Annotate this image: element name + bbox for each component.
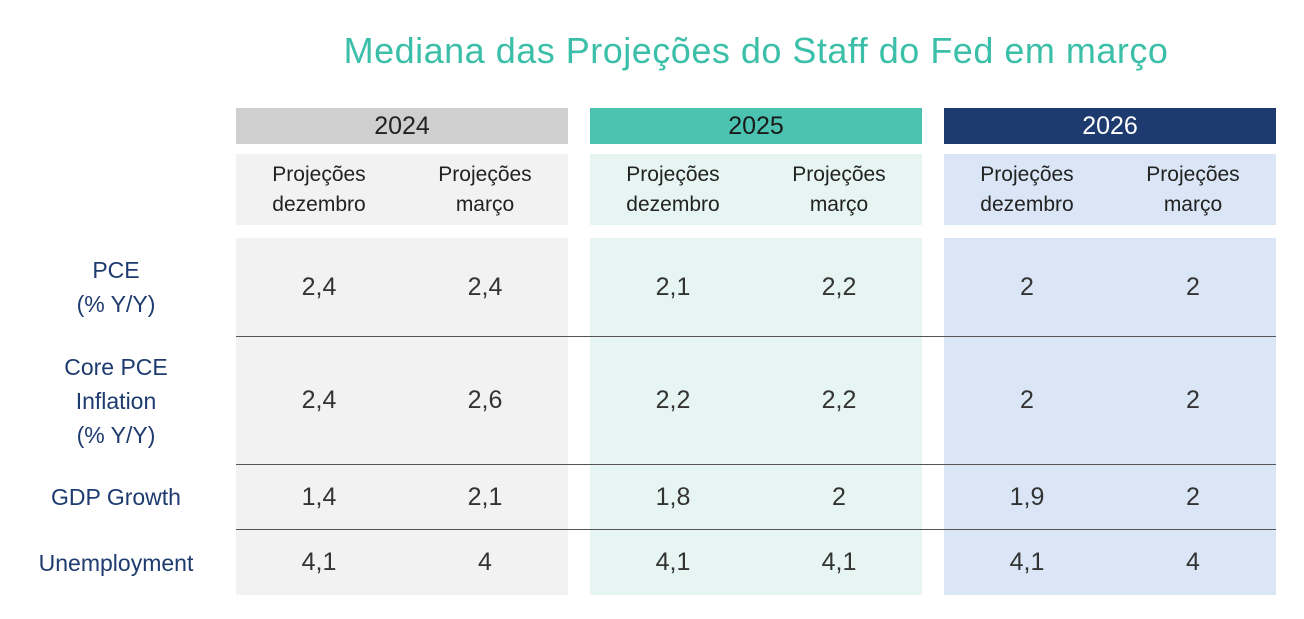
value-cell: 2,4 bbox=[467, 272, 503, 301]
value-cell: 2,4 bbox=[301, 386, 337, 414]
value-cell: 2 bbox=[1186, 386, 1200, 414]
row-label-line: (% Y/Y) bbox=[76, 291, 156, 317]
subheader-2024-marco: Projeções março bbox=[402, 160, 568, 220]
year-2025-body bbox=[590, 238, 922, 595]
subheader-2026-dezembro: Projeções dezembro bbox=[944, 160, 1110, 220]
year-header-2025: 2025 bbox=[590, 108, 922, 144]
value-cell: 2,2 bbox=[821, 272, 857, 301]
year-2026-subheader-bg bbox=[944, 154, 1276, 225]
row-label-line: GDP Growth bbox=[51, 484, 181, 510]
value-cell: 4,1 bbox=[655, 548, 691, 576]
row-label-line: (% Y/Y) bbox=[76, 421, 156, 448]
value-cell: 2,1 bbox=[655, 272, 691, 301]
row-label-gdp-growth: GDP Growth bbox=[0, 465, 232, 529]
subheader-2025-dezembro: Projeções dezembro bbox=[590, 160, 756, 220]
subheader-2026-marco: Projeções março bbox=[1110, 160, 1276, 220]
value-cell: 1,4 bbox=[301, 482, 337, 511]
value-cell: 4,1 bbox=[1009, 548, 1045, 576]
row-separator bbox=[236, 336, 1276, 337]
subheader-line: março bbox=[809, 193, 869, 216]
subheader-2024-dezembro: Projeções dezembro bbox=[236, 160, 402, 220]
row-separator bbox=[236, 529, 1276, 530]
subheader-line: Projeções bbox=[272, 163, 366, 186]
value-cell: 4 bbox=[1186, 548, 1200, 576]
value-cell: 2 bbox=[832, 482, 846, 511]
value-cell: 1,8 bbox=[655, 482, 691, 511]
page-title: Mediana das Projeções do Staff do Fed em… bbox=[343, 30, 1169, 71]
year-2024-body bbox=[236, 238, 568, 595]
value-cell: 4,1 bbox=[821, 548, 857, 576]
row-label-unemployment: Unemployment bbox=[0, 530, 232, 595]
row-label-line: PCE bbox=[92, 257, 140, 283]
year-2024-subheader-bg bbox=[236, 154, 568, 225]
value-cell: 2,2 bbox=[821, 386, 857, 414]
subheader-line: Projeções bbox=[626, 163, 720, 186]
value-cell: 2,4 bbox=[301, 272, 337, 301]
subheader-line: março bbox=[455, 193, 515, 216]
value-cell: 2 bbox=[1020, 272, 1034, 301]
year-header-2024: 2024 bbox=[236, 108, 568, 144]
value-cell: 2,6 bbox=[467, 386, 503, 414]
subheader-line: Projeções bbox=[438, 163, 532, 186]
value-cell: 2,1 bbox=[467, 482, 503, 511]
year-2026-body bbox=[944, 238, 1276, 595]
subheader-line: dezembro bbox=[980, 193, 1074, 216]
subheader-line: Projeções bbox=[980, 163, 1074, 186]
subheader-2025-marco: Projeções março bbox=[756, 160, 922, 220]
subheader-line: Projeções bbox=[1146, 163, 1240, 186]
subheader-line: dezembro bbox=[626, 193, 720, 216]
row-label-core-pce: Core PCE Inflation (% Y/Y) bbox=[0, 337, 232, 464]
row-separator bbox=[236, 464, 1276, 465]
year-2025-subheader-bg bbox=[590, 154, 922, 225]
value-cell: 1,9 bbox=[1009, 482, 1045, 511]
row-label-line: Unemployment bbox=[38, 549, 194, 576]
year-header-2026: 2026 bbox=[944, 108, 1276, 144]
row-label-pce: PCE (% Y/Y) bbox=[0, 238, 232, 336]
value-cell: 4 bbox=[478, 548, 492, 576]
subheader-line: Projeções bbox=[792, 163, 886, 186]
value-cell: 2 bbox=[1186, 482, 1200, 511]
subheader-line: dezembro bbox=[272, 193, 366, 216]
value-cell: 2,2 bbox=[655, 386, 691, 414]
row-label-line: Inflation bbox=[75, 387, 157, 414]
value-cell: 2 bbox=[1186, 272, 1200, 301]
value-cell: 4,1 bbox=[301, 548, 337, 576]
row-label-line: Core PCE bbox=[64, 353, 168, 380]
value-cell: 2 bbox=[1020, 386, 1034, 414]
subheader-line: março bbox=[1163, 193, 1223, 216]
